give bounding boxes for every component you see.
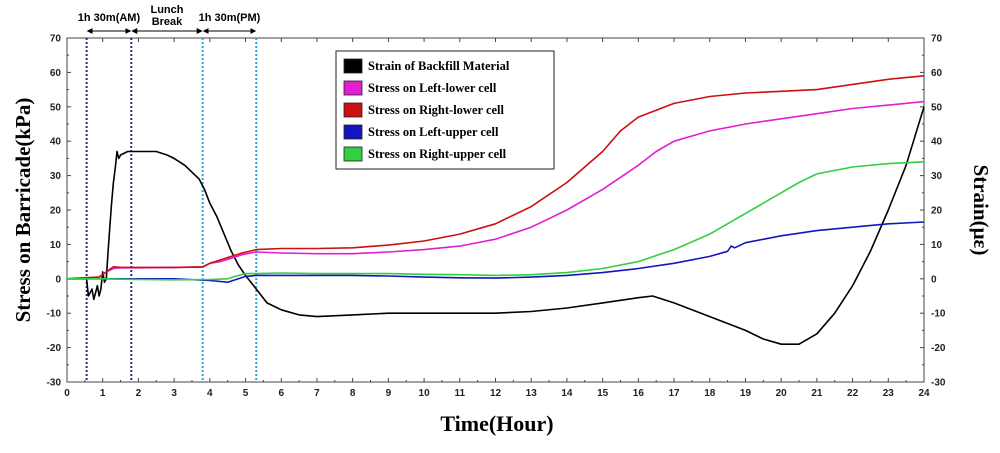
series-line-3: [67, 221, 925, 283]
x-tick-label: 18: [704, 388, 716, 399]
annotation-label-0: 1h 30m(AM): [78, 12, 141, 24]
y2-tick-label: 70: [931, 34, 943, 45]
series-line-2: [66, 75, 925, 280]
y2-tick-label: 40: [931, 137, 943, 148]
annotation-label-1-a: Lunch: [150, 4, 183, 16]
y-tick-label: -30: [47, 378, 62, 389]
x-tick-label: 13: [526, 388, 538, 399]
series-line-0: [67, 106, 925, 345]
x-tick-label: 22: [847, 388, 859, 399]
y-tick-label: 60: [50, 68, 62, 79]
x-tick-label: 8: [350, 388, 356, 399]
legend-swatch-2: [343, 102, 363, 118]
x-tick-label: 17: [668, 388, 680, 399]
x-tick-label: 23: [883, 388, 895, 399]
x-tick-label: 9: [386, 388, 392, 399]
legend-label-1: Stress on Left-lower cell: [368, 81, 497, 95]
legend-swatch-4: [343, 146, 363, 162]
x-tick-label: 15: [597, 388, 609, 399]
y2-tick-label: 30: [931, 171, 943, 182]
legend-label-2: Stress on Right-lower cell: [368, 103, 505, 117]
legend-swatch-3: [343, 124, 363, 140]
y2-tick-label: 60: [931, 68, 943, 79]
y2-tick-label: -20: [931, 343, 946, 354]
x-tick-label: 10: [419, 388, 431, 399]
annotation-label-1-b: Break: [152, 16, 183, 28]
y2-tick-label: -30: [931, 378, 946, 389]
y2-tick-label: 10: [931, 240, 943, 251]
legend-swatch-1: [343, 80, 363, 96]
x-tick-label: 4: [207, 388, 213, 399]
x-tick-label: 0: [64, 388, 70, 399]
y2-tick-label: 0: [931, 274, 937, 285]
y-tick-label: 40: [50, 137, 62, 148]
x-tick-label: 2: [136, 388, 142, 399]
x-tick-label: 3: [171, 388, 177, 399]
x-tick-label: 7: [314, 388, 320, 399]
y-tick-label: 10: [50, 240, 62, 251]
x-tick-label: 14: [561, 388, 573, 399]
y2-tick-label: -10: [931, 309, 946, 320]
legend-box: [335, 50, 555, 170]
x-axis-title: Time(Hour): [440, 411, 553, 436]
x-tick-label: 16: [633, 388, 645, 399]
legend-label-0: Strain of Backfill Material: [368, 59, 510, 73]
y-tick-label: -20: [47, 343, 62, 354]
y-tick-label: 0: [55, 274, 61, 285]
x-tick-label: 19: [740, 388, 752, 399]
legend-label-3: Stress on Left-upper cell: [368, 125, 499, 139]
y2-tick-label: 20: [931, 206, 943, 217]
annotation-label-2: 1h 30m(PM): [199, 12, 261, 24]
series-line-4: [67, 161, 925, 281]
y-tick-label: 50: [50, 102, 62, 113]
x-tick-label: 21: [811, 388, 823, 399]
x-tick-label: 24: [918, 388, 930, 399]
y2-axis-title: Strain(με): [969, 165, 993, 256]
x-tick-label: 11: [455, 388, 466, 399]
y-tick-label: 20: [50, 206, 62, 217]
y-tick-label: 30: [50, 171, 62, 182]
legend-label-4: Stress on Right-upper cell: [368, 147, 507, 161]
y-tick-label: 70: [50, 34, 62, 45]
x-tick-label: 20: [776, 388, 788, 399]
x-tick-label: 5: [243, 388, 249, 399]
legend-swatch-0: [343, 58, 363, 74]
x-tick-label: 12: [490, 388, 502, 399]
x-tick-label: 1: [100, 388, 106, 399]
y-tick-label: -10: [47, 309, 62, 320]
x-tick-label: 6: [278, 388, 284, 399]
y2-tick-label: 50: [931, 102, 943, 113]
y-axis-title: Stress on Barricade(kPa): [11, 98, 35, 323]
